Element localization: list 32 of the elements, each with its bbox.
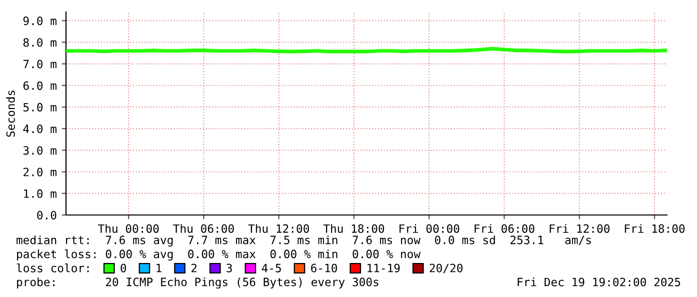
- y-tick-label: 4.0 m: [23, 124, 56, 134]
- text: probe: 20 ICMP Echo Pings (56 Bytes) every 300s: [17, 277, 378, 289]
- legend-label: 3: [226, 264, 232, 272]
- x-tick-label: Thu 06:00: [173, 224, 234, 233]
- y-tick-label: 2.0 m: [24, 168, 56, 176]
- text: packet loss: 0.00 % avg 0.00 % max 0.00 % min 0.00 % now: [17, 249, 421, 261]
- legend-label: 2: [191, 264, 196, 272]
- y-tick-label: 0.0: [37, 210, 56, 220]
- legend-label: 11-19: [368, 264, 400, 272]
- x-tick-label: Fri 12:00: [550, 224, 610, 233]
- x-tick-label: Thu 18:00: [323, 224, 384, 233]
- y-tick-label: 1.0 m: [24, 189, 56, 198]
- legend-label: 1: [156, 264, 162, 272]
- x-tick-label: Fri 00:00: [400, 224, 460, 233]
- x-tick-label: Fri 06:00: [474, 224, 534, 233]
- y-tick-label: 6.0 m: [23, 81, 56, 90]
- text: Fri Dec 19 19:02:00 2025: [518, 278, 680, 286]
- legend-label: 4-5: [262, 264, 281, 272]
- legend-label: 0: [120, 264, 126, 272]
- y-tick-label: 5.0 m: [23, 102, 56, 112]
- y-tick-label: 3.0 m: [23, 146, 56, 155]
- x-tick-label: Thu 00:00: [98, 224, 159, 233]
- x-tick-label: Fri 18:00: [624, 224, 685, 233]
- y-tick-label: 9.0 m: [23, 16, 56, 26]
- x-tick-label: Thu 12:00: [248, 224, 309, 233]
- y-axis-title: Seconds: [6, 90, 15, 137]
- legend-label: 20/20: [430, 264, 462, 274]
- legend-label: 6-10: [311, 264, 337, 272]
- y-tick-label: 7.0 m: [23, 60, 56, 68]
- legend-title: loss color:: [16, 263, 89, 272]
- y-tick-label: 8.0 m: [23, 38, 56, 47]
- text: median rtt: 7.6 ms avg 7.7 ms max 7.5 ms min 7.6 ms now 0.0 ms sd 253.1 am/s: [16, 235, 591, 247]
